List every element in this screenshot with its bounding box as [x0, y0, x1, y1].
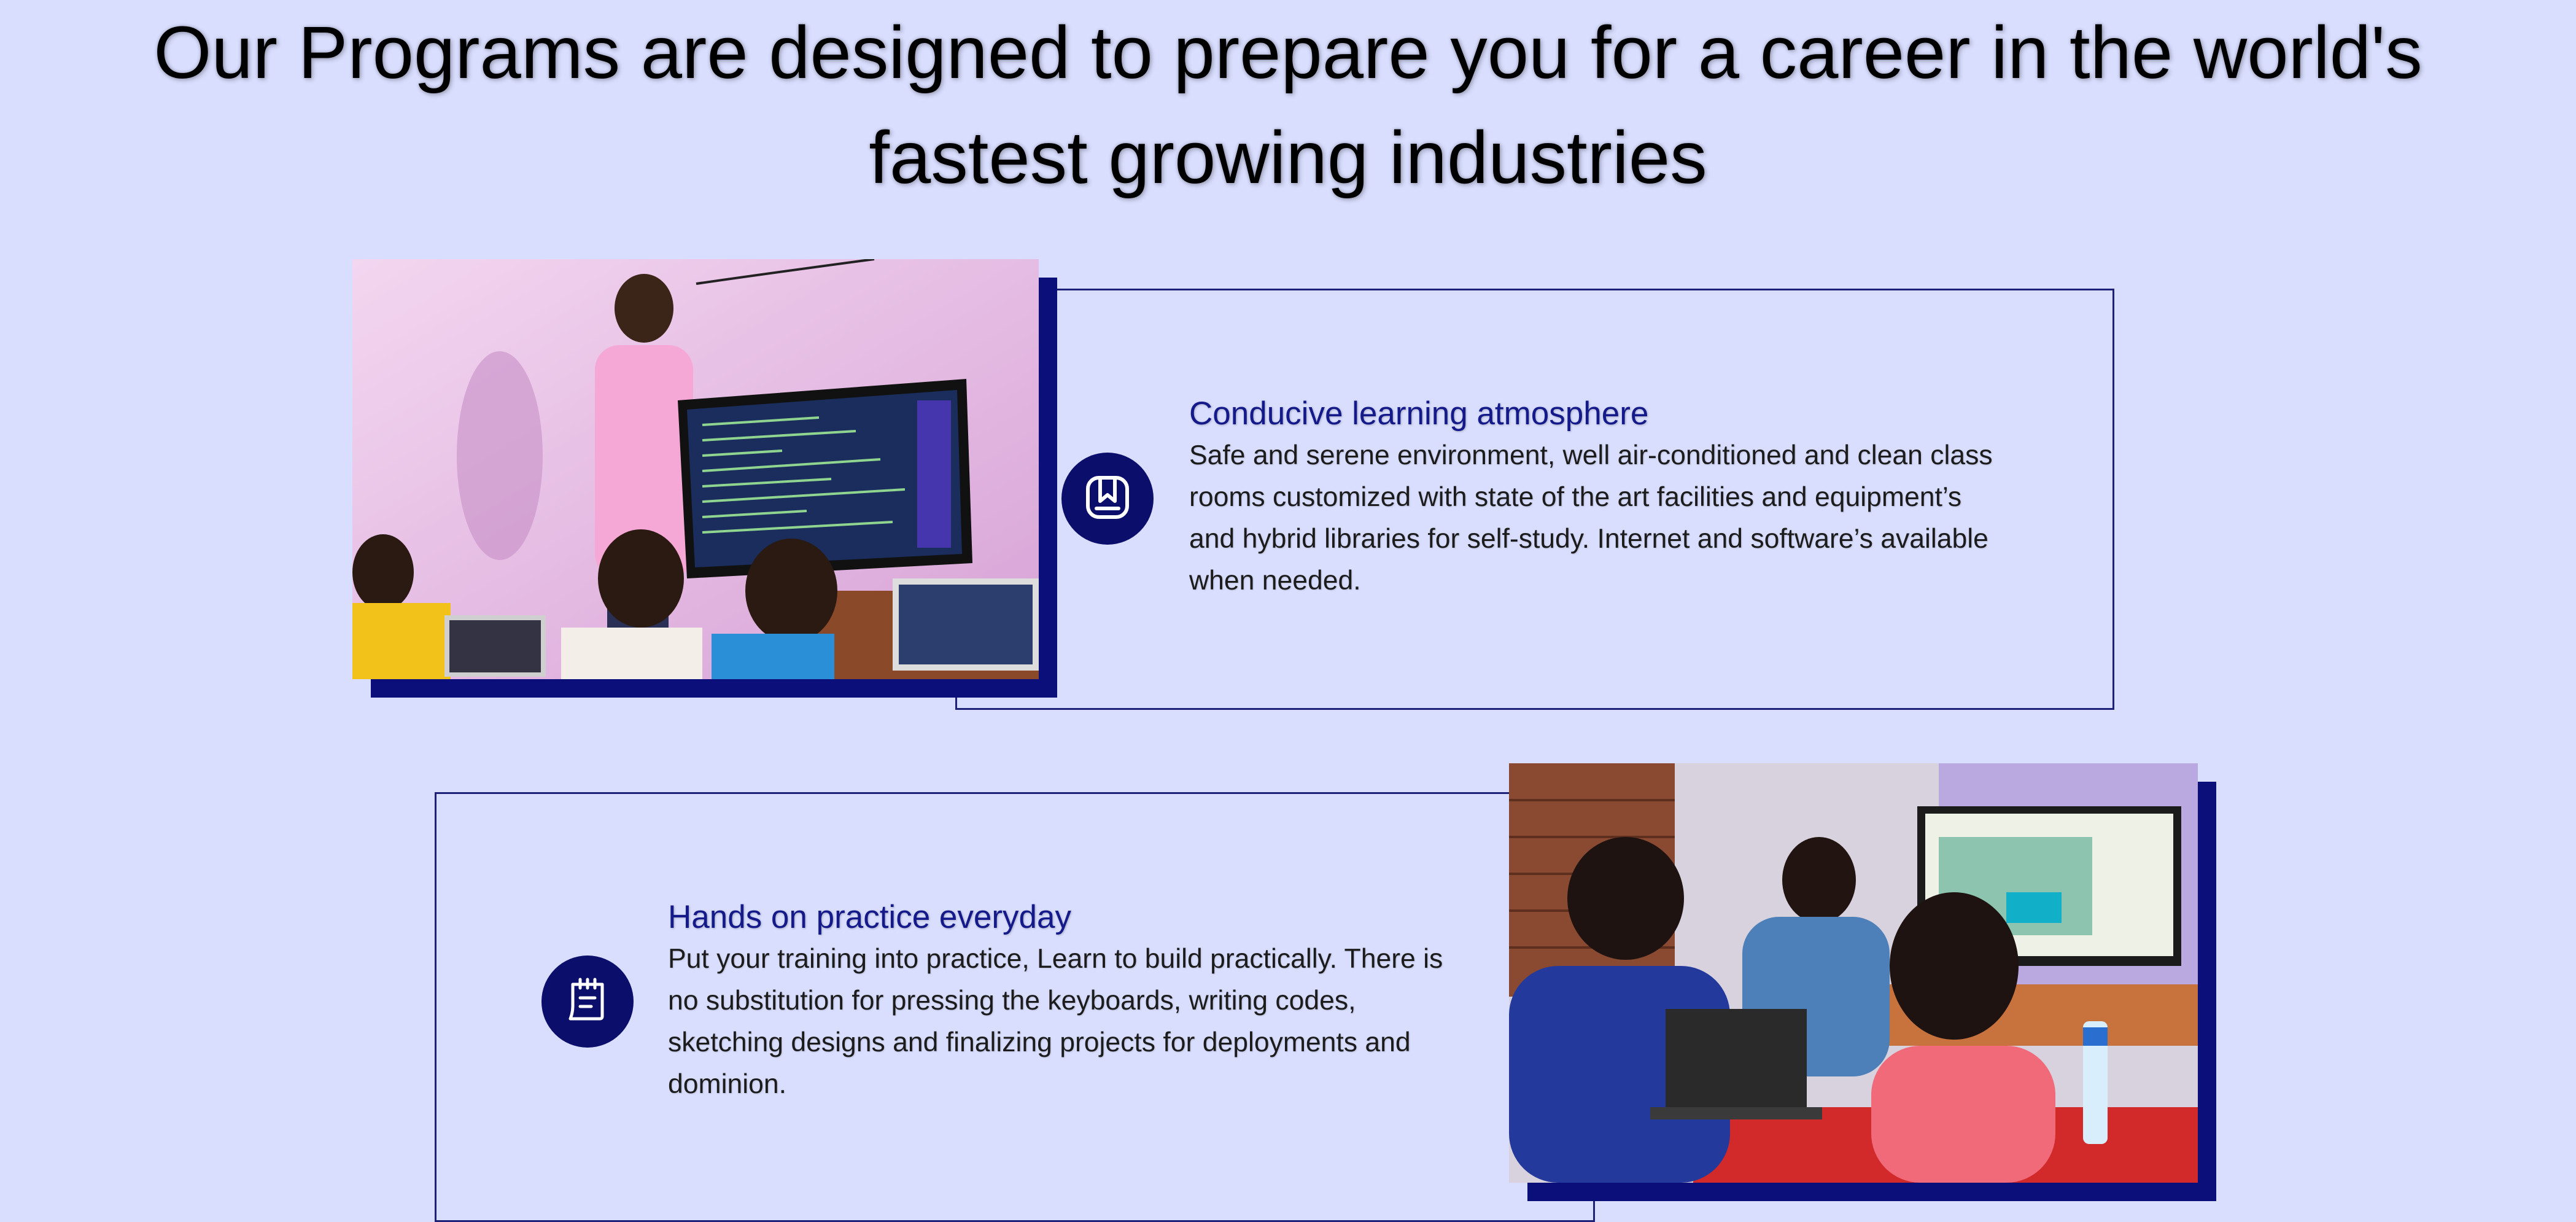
- feature-icon-badge: [1061, 453, 1154, 545]
- feature-text: Conducive learning atmosphere Safe and s…: [1189, 393, 2006, 602]
- feature-title: Hands on practice everyday: [668, 899, 1071, 935]
- feature-photo-wrap: [1509, 763, 2216, 1201]
- feature-description: Safe and serene environment, well air-co…: [1189, 440, 1993, 596]
- feature-title: Conducive learning atmosphere: [1189, 395, 1649, 432]
- heading-line-1: Our Programs are designed to prepare you…: [153, 10, 2423, 94]
- bookmark-book-icon: [1084, 474, 1131, 524]
- feature-photo-wrap: [352, 259, 1057, 698]
- section-heading: Our Programs are designed to prepare you…: [0, 0, 2576, 210]
- feature-icon-badge: [541, 955, 634, 1048]
- students-practicing-photo: [1509, 763, 2198, 1183]
- notepad-calendar-icon: [563, 976, 612, 1028]
- instructor-teaching-photo: [352, 259, 1039, 679]
- heading-line-2: fastest growing industries: [869, 115, 1707, 199]
- feature-description: Put your training into practice, Learn t…: [668, 944, 1443, 1099]
- feature-text: Hands on practice everyday Put your trai…: [668, 897, 1466, 1105]
